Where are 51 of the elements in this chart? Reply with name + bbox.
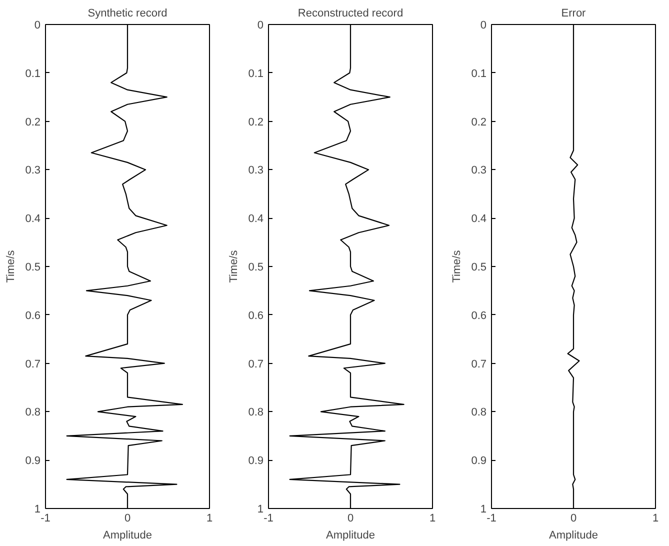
x-tick-label: 1 <box>429 512 436 524</box>
y-tick-label: 0.7 <box>25 358 41 370</box>
y-tick-label: 0.6 <box>25 310 41 322</box>
x-tick-label: 0 <box>124 512 131 524</box>
x-tick-label: -1 <box>264 512 274 524</box>
y-tick-label: 0.4 <box>25 213 41 226</box>
y-axis-title: Time/s <box>5 250 18 283</box>
x-tick-label: -1 <box>486 512 496 524</box>
y-tick-label: 0.6 <box>471 310 487 322</box>
y-tick-label: 0.9 <box>25 455 41 468</box>
y-tick-label: 0.6 <box>248 310 264 322</box>
y-tick-label: 0.1 <box>25 68 41 80</box>
x-tick-label: 1 <box>652 512 659 524</box>
y-tick-label: 0.5 <box>248 262 264 274</box>
y-tick-label: 0.2 <box>25 116 41 128</box>
x-axis-title: Amplitude <box>549 530 598 542</box>
y-tick-label: 1 <box>257 504 264 516</box>
y-axis-title: Time/s <box>228 250 240 283</box>
y-tick-label: 0.2 <box>471 116 487 128</box>
y-tick-label: 0.8 <box>471 406 487 419</box>
y-tick-label: 0.7 <box>471 358 487 370</box>
y-tick-label: 0.9 <box>471 455 487 468</box>
x-axis-title: Amplitude <box>103 530 152 542</box>
y-axis-title: Time/s <box>451 250 464 283</box>
y-tick-label: 0 <box>34 20 41 32</box>
x-tick-label: 0 <box>347 512 354 524</box>
chart-title: Reconstructed record <box>298 8 404 20</box>
y-tick-label: 0.9 <box>248 455 264 468</box>
y-tick-label: 0.4 <box>471 213 487 226</box>
y-tick-label: 1 <box>480 504 487 516</box>
y-tick-label: 0.5 <box>25 262 41 274</box>
y-tick-label: 0 <box>257 20 264 32</box>
x-axis-title: Amplitude <box>326 530 375 542</box>
y-tick-label: 0.3 <box>248 164 264 177</box>
x-tick-label: -1 <box>40 512 50 524</box>
y-tick-label: 0 <box>480 20 487 32</box>
chart-title: Error <box>561 8 586 20</box>
y-tick-label: 0.4 <box>248 213 264 226</box>
x-tick-label: 0 <box>570 512 577 524</box>
y-tick-label: 0.5 <box>471 262 487 274</box>
y-tick-label: 0.2 <box>248 116 264 128</box>
y-tick-label: 1 <box>34 504 41 516</box>
chart-title: Synthetic record <box>88 8 168 20</box>
y-tick-label: 0.8 <box>248 406 264 419</box>
y-tick-label: 0.3 <box>25 164 41 177</box>
y-tick-label: 0.3 <box>471 164 487 177</box>
y-tick-label: 0.8 <box>25 406 41 419</box>
y-tick-label: 0.7 <box>248 358 264 370</box>
y-tick-label: 0.1 <box>471 68 487 80</box>
x-tick-label: 1 <box>206 512 213 524</box>
y-tick-label: 0.1 <box>248 68 264 80</box>
